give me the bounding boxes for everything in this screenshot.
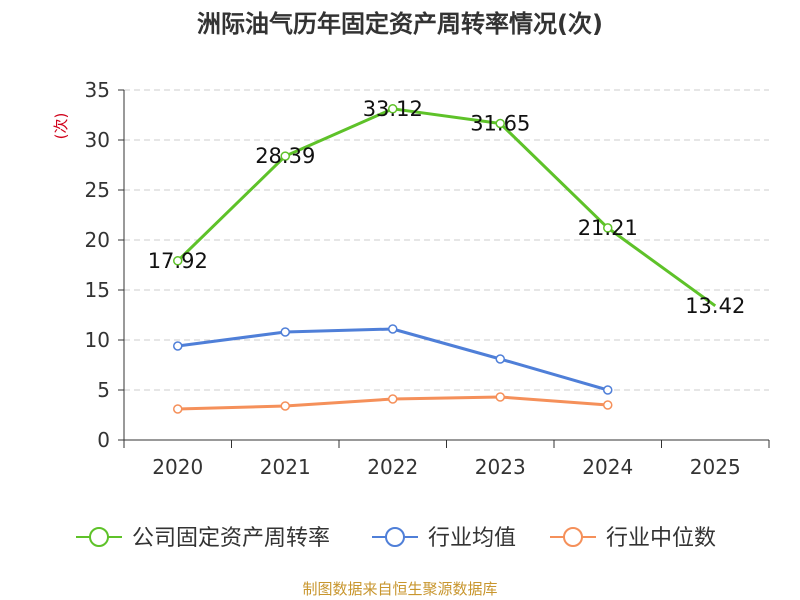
y-tick-label: 20 — [85, 228, 110, 252]
data-point[interactable] — [603, 223, 613, 233]
x-tick-label-2023: 2023 — [475, 455, 526, 479]
x-tick-label-2020: 2020 — [152, 455, 203, 479]
data-point[interactable] — [280, 401, 290, 411]
x-tick-label-2024: 2024 — [582, 455, 633, 479]
data-point[interactable] — [280, 151, 290, 161]
y-axis-label: (次) — [52, 113, 70, 140]
y-tick-label: 10 — [85, 328, 110, 352]
y-tick-label: 0 — [97, 428, 110, 452]
data-point[interactable] — [495, 392, 505, 402]
x-tick-label-2025: 2025 — [690, 455, 741, 479]
data-point[interactable] — [495, 354, 505, 364]
data-point[interactable] — [603, 385, 613, 395]
legend-label: 公司固定资产周转率 — [132, 526, 330, 551]
legend[interactable]: 公司固定资产周转率 行业均值 行业中位数 — [76, 526, 716, 551]
data-point[interactable] — [495, 118, 505, 129]
legend-item-0[interactable]: 公司固定资产周转率 — [76, 526, 330, 551]
source-note: 制图数据来自恒生聚源数据库 — [302, 580, 498, 598]
legend-swatch-marker — [385, 527, 405, 547]
data-label: 28.39 — [255, 144, 315, 168]
series-2 — [173, 392, 613, 414]
legend-item-1[interactable]: 行业均值 — [372, 526, 516, 551]
legend-label: 行业均值 — [428, 526, 516, 551]
series-line-1 — [177, 327, 609, 392]
series-0: 17.92 28.39 33.12 31.65 21.21 13.42 — [148, 97, 746, 318]
data-point[interactable] — [173, 341, 183, 351]
data-label: 13.42 — [685, 294, 745, 318]
data-point[interactable] — [603, 400, 613, 410]
x-tick-label-2021: 2021 — [260, 455, 311, 479]
data-point[interactable] — [173, 404, 183, 414]
series-1 — [173, 324, 613, 395]
legend-item-2[interactable]: 行业中位数 — [550, 526, 716, 551]
legend-swatch-marker — [563, 527, 583, 547]
data-label: 17.92 — [148, 249, 208, 273]
data-point[interactable] — [280, 327, 290, 337]
data-point[interactable] — [388, 104, 398, 114]
legend-label: 行业中位数 — [606, 526, 716, 551]
data-label: 33.12 — [363, 97, 423, 121]
chart-title: 洲际油气历年固定资产周转率情况(次) — [197, 10, 603, 38]
y-tick-label: 35 — [85, 78, 110, 102]
legend-swatch-marker — [89, 527, 109, 547]
x-tick-label-2022: 2022 — [367, 455, 418, 479]
y-tick-label: 15 — [85, 278, 110, 302]
y-tick-label: 30 — [85, 128, 110, 152]
grid-lines — [124, 89, 769, 391]
data-point[interactable] — [173, 256, 183, 266]
y-tick-label: 25 — [85, 178, 110, 202]
y-tick-label: 5 — [97, 378, 110, 402]
series-line-0 — [176, 107, 717, 308]
data-label: 31.65 — [470, 112, 530, 136]
data-label: 21.21 — [578, 216, 638, 240]
data-point[interactable] — [388, 394, 398, 404]
data-point[interactable] — [388, 324, 398, 334]
series-layer: 17.92 28.39 33.12 31.65 21.21 13.42 — [148, 97, 746, 414]
